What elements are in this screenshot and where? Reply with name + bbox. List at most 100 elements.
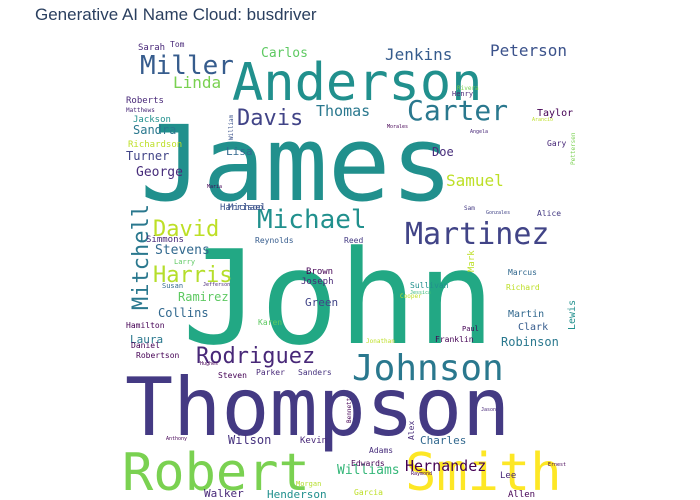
word-michael-9: Michael: [257, 205, 367, 235]
word-karen-71: Karen: [258, 318, 282, 327]
word-joseph-41: Joseph: [301, 277, 334, 287]
word-walker-33: Walker: [204, 487, 244, 500]
word-clark-43: Clark: [518, 322, 548, 333]
word-anthony-91: Anthony: [166, 436, 187, 442]
word-bennett-85: Bennett: [346, 397, 353, 423]
word-matthews-88: Matthews: [126, 107, 155, 114]
word-gary-74: Gary: [547, 139, 566, 148]
word-reynolds-60: Reynolds: [255, 236, 294, 245]
word-jonathan-84: Jonathan: [366, 338, 395, 345]
word-henry-76: Henry: [452, 90, 473, 98]
word-reed-61: Reed: [344, 236, 363, 245]
word-henderson-31: Henderson: [267, 488, 327, 500]
word-robert-4: Robert: [122, 443, 310, 500]
word-larry-81: Larry: [174, 258, 195, 266]
word-thomas-21: Thomas: [316, 102, 370, 120]
word-daniel-63: Daniel: [131, 341, 160, 350]
word-green-39: Green: [305, 296, 338, 309]
word-alice-75: Alice: [537, 209, 561, 218]
word-richard-69: Richard: [506, 283, 540, 292]
word-davis-11: Davis: [237, 106, 303, 131]
word-jessica-90: Jessica: [410, 290, 431, 296]
word-adams-49: Adams: [369, 446, 393, 455]
word-marcus-68: Marcus: [508, 268, 537, 277]
word-hughes-100: Hughes: [200, 361, 218, 367]
word-hernandez-19: Hernandez: [405, 457, 486, 475]
word-laura-36: Laura: [130, 333, 163, 346]
word-maria-92: Maria: [207, 184, 222, 190]
word-susan-80: Susan: [162, 282, 183, 290]
word-robertson-83: Robertson: [136, 351, 180, 360]
word-jefferson-93: Jefferson: [203, 282, 230, 288]
word-sandra-30: Sandra: [133, 123, 176, 137]
word-carlos-23: Carlos: [261, 46, 308, 61]
word-collins-28: Collins: [158, 306, 209, 320]
word-garcia-72: Garcia: [354, 488, 383, 497]
word-lisa-38: Lisa: [226, 145, 253, 158]
word-cooper-82: Cooper: [400, 293, 422, 300]
word-hamilton-62: Hamilton: [126, 321, 165, 330]
word-jenkins-17: Jenkins: [385, 45, 452, 64]
word-doe-35: Doe: [432, 145, 454, 159]
word-wilson-26: Wilson: [228, 433, 271, 447]
word-samuel-18: Samuel: [446, 171, 504, 190]
word-harris-15: Harris: [153, 263, 232, 288]
word-lewis-44: Lewis: [567, 300, 578, 330]
word-anderson-3: Anderson: [232, 53, 482, 113]
word-mitchell-13: Mitchell: [129, 204, 154, 310]
word-john-1: John: [182, 222, 495, 374]
word-paul-79: Paul: [462, 325, 479, 333]
word-michael-37: Michael: [228, 203, 266, 213]
word-robinson-25: Robinson: [501, 335, 559, 349]
word-brown-40: Brown: [306, 267, 333, 277]
word-george-29: George: [136, 165, 183, 180]
word-morgan-73: Morgan: [296, 480, 321, 488]
word-taylor-52: Taylor: [537, 108, 573, 119]
word-turner-32: Turner: [126, 149, 169, 163]
word-johnson-7: Johnson: [352, 348, 504, 389]
word-david-14: David: [153, 217, 219, 242]
word-sullivan-70: Sullivan: [410, 281, 449, 290]
word-peterson-16: Peterson: [490, 41, 567, 60]
word-roberts-55: Roberts: [126, 96, 164, 106]
word-linda-20: Linda: [173, 73, 221, 92]
word-parker-46: Parker: [256, 368, 285, 377]
word-steven-64: Steven: [218, 371, 247, 380]
chart-title: Generative AI Name Cloud: busdriver: [35, 5, 317, 24]
word-richardson-57: Richardson: [128, 140, 182, 150]
word-gonzales-95: Gonzales: [486, 210, 510, 216]
word-rodriguez-12: Rodriguez: [196, 344, 315, 369]
word-jason-94: Jason: [481, 407, 496, 413]
word-thompson-2: Thompson: [125, 361, 510, 454]
word-simmons-59: Simmons: [146, 235, 184, 245]
word-alex-65: Alex: [407, 421, 416, 440]
word-sanders-47: Sanders: [298, 368, 332, 377]
word-martin-42: Martin: [508, 309, 544, 320]
word-william-87: William: [228, 114, 235, 140]
word-franklin-66: Franklin: [435, 335, 474, 344]
word-sarah-53: Sarah: [138, 43, 165, 53]
word-rivera-77: Rivera: [457, 85, 479, 92]
word-smith-5: Smith: [405, 443, 562, 500]
word-stevens-24: Stevens: [155, 243, 210, 258]
word-lee-50: Lee: [500, 471, 516, 481]
word-williams-22: Williams: [337, 463, 400, 478]
word-angela-98: Angela: [470, 129, 488, 135]
word-mark-67: Mark: [467, 250, 477, 272]
word-sam-86: Sam: [464, 205, 475, 212]
word-ramirez-27: Ramirez: [178, 290, 229, 304]
word-james-0: James: [140, 103, 453, 225]
word-kevin-48: Kevin: [300, 436, 327, 446]
word-ernest-97: Ernest: [548, 462, 566, 468]
word-jackson-56: Jackson: [133, 115, 171, 125]
word-arancio-99: Arancio: [532, 117, 553, 123]
word-edwards-45: Edwards: [351, 459, 385, 468]
word-allen-51: Allen: [508, 490, 535, 500]
word-charles-34: Charles: [420, 434, 466, 447]
word-pettersen-78: Pettersen: [570, 132, 577, 165]
word-raymond-96: Raymond: [411, 471, 432, 477]
word-harrison-58: Harrison: [220, 203, 263, 213]
word-miller-10: Miller: [140, 51, 234, 81]
word-carter-8: Carter: [407, 94, 508, 127]
